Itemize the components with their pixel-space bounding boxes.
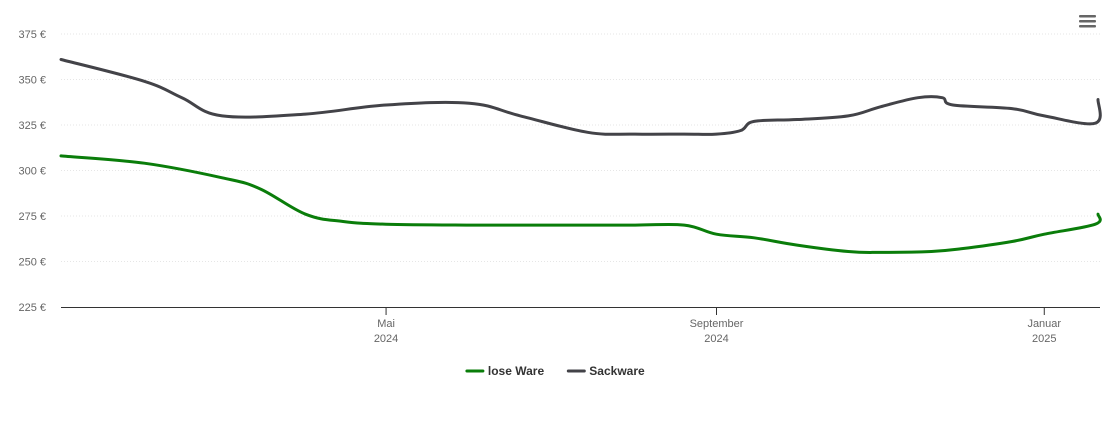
x-tick-label-year: 2024	[374, 333, 398, 345]
y-tick-label: 325 €	[18, 120, 46, 132]
x-tick-label: Januar	[1027, 318, 1061, 330]
y-tick-label: 375 €	[18, 29, 46, 41]
legend-label: lose Ware	[488, 364, 545, 378]
series-line-2	[59, 58, 1102, 136]
y-tick-label: 275 €	[18, 211, 46, 223]
y-axis-labels: 225 € 250 € 275 € 300 € 325 € 350 € 375 €	[18, 29, 46, 314]
x-tick-label: September	[690, 318, 744, 330]
series-line-1	[59, 154, 1102, 254]
legend: lose Ware Sackware	[465, 364, 645, 378]
context-menu-button[interactable]	[1077, 12, 1099, 30]
legend-label: Sackware	[589, 364, 645, 378]
series-lines	[59, 58, 1102, 254]
hamburger-menu-icon	[1079, 15, 1096, 28]
x-axis: Mai 2024 September 2024 Januar 2025	[61, 307, 1100, 345]
y-tick-label: 350 €	[18, 75, 46, 87]
x-tick-label: Mai	[377, 318, 395, 330]
y-tick-label: 225 €	[18, 302, 46, 314]
x-tick-label-year: 2024	[704, 333, 728, 345]
gridlines	[61, 33, 1100, 262]
legend-item[interactable]: lose Ware	[465, 364, 545, 378]
y-tick-label: 250 €	[18, 257, 46, 269]
x-tick-label-year: 2025	[1032, 333, 1056, 345]
y-tick-label: 300 €	[18, 166, 46, 178]
legend-item[interactable]: Sackware	[566, 364, 645, 378]
